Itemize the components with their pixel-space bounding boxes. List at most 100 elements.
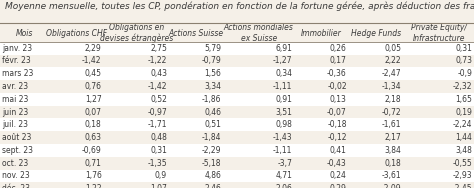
- Text: Mois: Mois: [16, 29, 33, 38]
- Text: 2,46: 2,46: [205, 184, 221, 188]
- Text: 3,48: 3,48: [455, 146, 472, 155]
- Text: 1,44: 1,44: [455, 133, 472, 142]
- Text: mai 23: mai 23: [2, 95, 29, 104]
- Text: -5,18: -5,18: [202, 159, 221, 168]
- Text: 0,31: 0,31: [150, 146, 167, 155]
- Text: -1,11: -1,11: [273, 146, 292, 155]
- Text: 0,45: 0,45: [85, 69, 101, 78]
- Text: 0,52: 0,52: [150, 95, 167, 104]
- Text: 2,06: 2,06: [275, 184, 292, 188]
- Text: -0,18: -0,18: [327, 120, 347, 129]
- Text: -0,02: -0,02: [327, 82, 347, 91]
- Text: 0,17: 0,17: [330, 56, 347, 65]
- Text: Private Equity/
Infrastructure: Private Equity/ Infrastructure: [410, 23, 466, 43]
- Text: -1,42: -1,42: [147, 82, 167, 91]
- Text: -0,07: -0,07: [327, 108, 347, 117]
- Text: -1,84: -1,84: [202, 133, 221, 142]
- FancyBboxPatch shape: [0, 131, 474, 144]
- Text: 0,98: 0,98: [275, 120, 292, 129]
- FancyBboxPatch shape: [0, 118, 474, 131]
- Text: 0,41: 0,41: [330, 146, 347, 155]
- FancyBboxPatch shape: [0, 157, 474, 170]
- Text: 0,9: 0,9: [155, 171, 167, 180]
- Text: 0,91: 0,91: [275, 95, 292, 104]
- Text: 1,07: 1,07: [150, 184, 167, 188]
- Text: -0,79: -0,79: [202, 56, 221, 65]
- Text: 0,13: 0,13: [330, 95, 347, 104]
- FancyBboxPatch shape: [0, 24, 474, 42]
- Text: 4,71: 4,71: [275, 171, 292, 180]
- Text: 0,43: 0,43: [150, 69, 167, 78]
- Text: 1,76: 1,76: [85, 171, 101, 180]
- Text: -1,86: -1,86: [202, 95, 221, 104]
- Text: 2,22: 2,22: [385, 56, 401, 65]
- Text: -3,61: -3,61: [382, 171, 401, 180]
- Text: -1,34: -1,34: [382, 82, 401, 91]
- Text: -1,22: -1,22: [147, 56, 167, 65]
- Text: nov. 23: nov. 23: [2, 171, 30, 180]
- Text: -1,71: -1,71: [147, 120, 167, 129]
- Text: -2,32: -2,32: [453, 82, 472, 91]
- Text: 0,76: 0,76: [85, 82, 101, 91]
- Text: 0,26: 0,26: [330, 44, 347, 53]
- Text: sept. 23: sept. 23: [2, 146, 33, 155]
- FancyBboxPatch shape: [0, 182, 474, 188]
- Text: -0,97: -0,97: [147, 108, 167, 117]
- Text: -2,45: -2,45: [453, 184, 472, 188]
- Text: 0,71: 0,71: [85, 159, 101, 168]
- Text: 3,51: 3,51: [275, 108, 292, 117]
- Text: janv. 23: janv. 23: [2, 44, 33, 53]
- Text: 0,19: 0,19: [455, 108, 472, 117]
- FancyBboxPatch shape: [0, 93, 474, 106]
- Text: -1,27: -1,27: [273, 56, 292, 65]
- Text: Hedge Funds: Hedge Funds: [351, 29, 401, 38]
- Text: -2,24: -2,24: [453, 120, 472, 129]
- FancyBboxPatch shape: [0, 67, 474, 80]
- Text: Moyenne mensuelle, toutes les CP, pondération en fonction de la fortune gérée, a: Moyenne mensuelle, toutes les CP, pondér…: [5, 2, 474, 11]
- Text: oct. 23: oct. 23: [2, 159, 28, 168]
- Text: Obligations en
devises étrangères: Obligations en devises étrangères: [100, 23, 173, 43]
- Text: 2,29: 2,29: [85, 44, 101, 53]
- Text: févr. 23: févr. 23: [2, 56, 31, 65]
- Text: -0,72: -0,72: [382, 108, 401, 117]
- Text: 0,48: 0,48: [150, 133, 167, 142]
- Text: 1,65: 1,65: [455, 95, 472, 104]
- Text: 4,86: 4,86: [205, 171, 221, 180]
- Text: 3,84: 3,84: [384, 146, 401, 155]
- Text: Actions Suisse: Actions Suisse: [169, 29, 224, 38]
- Text: -3,7: -3,7: [277, 159, 292, 168]
- FancyBboxPatch shape: [0, 170, 474, 182]
- Text: 0,31: 0,31: [455, 44, 472, 53]
- Text: Immobilier: Immobilier: [301, 29, 342, 38]
- Text: juil. 23: juil. 23: [2, 120, 28, 129]
- Text: -2,09: -2,09: [382, 184, 401, 188]
- Text: 1,27: 1,27: [85, 95, 101, 104]
- Text: 2,17: 2,17: [384, 133, 401, 142]
- Text: 2,75: 2,75: [150, 44, 167, 53]
- Text: août 23: août 23: [2, 133, 32, 142]
- FancyBboxPatch shape: [0, 42, 474, 55]
- Text: -2,93: -2,93: [453, 171, 472, 180]
- Text: juin 23: juin 23: [2, 108, 28, 117]
- Text: 0,46: 0,46: [204, 108, 221, 117]
- Text: 5,79: 5,79: [204, 44, 221, 53]
- Text: -2,47: -2,47: [382, 69, 401, 78]
- Text: 0,51: 0,51: [205, 120, 221, 129]
- Text: mars 23: mars 23: [2, 69, 34, 78]
- Text: 0,18: 0,18: [384, 159, 401, 168]
- FancyBboxPatch shape: [0, 144, 474, 157]
- Text: -0,9: -0,9: [457, 69, 472, 78]
- Text: -1,42: -1,42: [82, 56, 101, 65]
- Text: -1,43: -1,43: [273, 133, 292, 142]
- Text: -0,69: -0,69: [82, 146, 101, 155]
- Text: -2,29: -2,29: [202, 146, 221, 155]
- Text: déc. 23: déc. 23: [2, 184, 30, 188]
- Text: -1,11: -1,11: [273, 82, 292, 91]
- Text: 0,73: 0,73: [455, 56, 472, 65]
- Text: 0,18: 0,18: [85, 120, 101, 129]
- Text: 0,29: 0,29: [330, 184, 347, 188]
- Text: 1,56: 1,56: [205, 69, 221, 78]
- Text: 0,05: 0,05: [384, 44, 401, 53]
- Text: Actions mondiales
ex Suisse: Actions mondiales ex Suisse: [224, 23, 294, 43]
- Text: 0,63: 0,63: [85, 133, 101, 142]
